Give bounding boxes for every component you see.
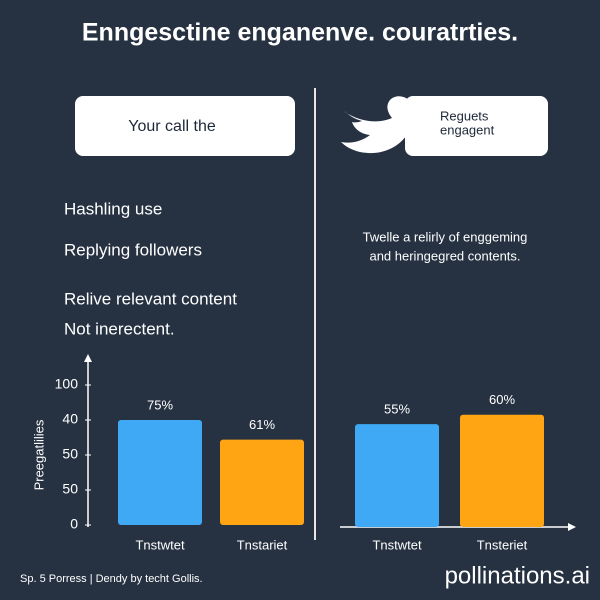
y-tick-label: 100 (55, 376, 79, 392)
bar (355, 424, 439, 527)
value-label: 75% (147, 397, 173, 412)
x-tick-label: Tnsteriet (477, 537, 528, 552)
x-tick-label: Tnstariet (237, 537, 288, 552)
right-box-text: Reguets (440, 108, 489, 123)
bar (220, 439, 304, 525)
y-tick-label: 50 (62, 446, 78, 462)
right-box-text: engagent (440, 122, 495, 137)
left-box (75, 96, 295, 156)
list-item: Not inerectent. (64, 319, 175, 338)
bird-icon (341, 96, 423, 154)
right-text: and heringegred contents. (369, 248, 520, 263)
y-tick-label: 40 (62, 411, 78, 427)
y-axis-label: Preegatlilies (31, 419, 46, 490)
axis-arrow (568, 523, 576, 531)
value-label: 60% (489, 392, 515, 407)
right-text: Twelle a relirly of enggeming (363, 229, 528, 244)
left-box-text: Your call the (128, 118, 216, 135)
value-label: 55% (384, 402, 410, 417)
axis-arrow (84, 354, 92, 362)
footer-credit: Sp. 5 Porress | Dendy by techt Gollis. (20, 573, 203, 585)
y-tick-label: 50 (62, 481, 78, 497)
title: Enngesctine enganenve. couratrties. (82, 19, 518, 47)
value-label: 61% (249, 417, 275, 432)
x-tick-label: Tnstwtet (135, 537, 185, 552)
list-item: Relive relevant content (64, 289, 237, 308)
footer-brand: pollinations.ai (445, 562, 590, 589)
bar (118, 420, 202, 525)
y-tick-label: 0 (70, 516, 78, 532)
list-item: Replying followers (64, 240, 202, 259)
bar (460, 414, 544, 527)
right-box (405, 96, 548, 156)
x-tick-label: Tnstwtet (372, 537, 422, 552)
list-item: Hashling use (64, 199, 162, 218)
